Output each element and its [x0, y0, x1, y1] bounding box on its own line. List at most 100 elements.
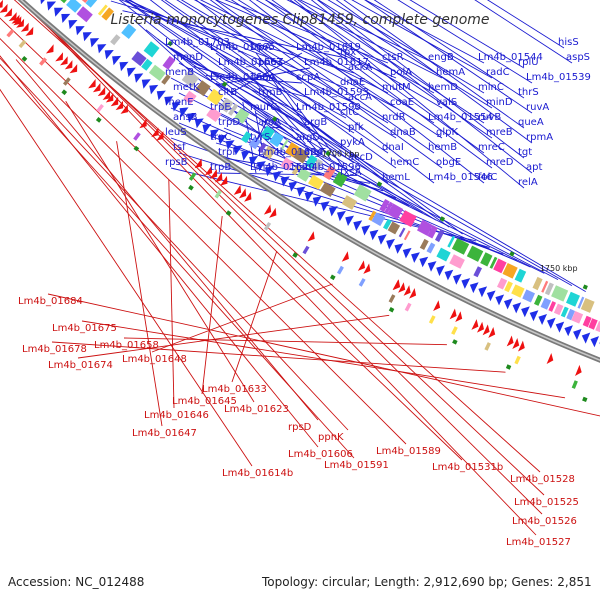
rna-gene-mark: [505, 364, 512, 370]
reverse-gene-arrow: [341, 251, 349, 262]
reverse-gene-arrow: [204, 165, 213, 176]
cog-track-inner-block: [291, 164, 301, 176]
cog-track-outer-block: [580, 298, 595, 313]
reverse-gene-arrow: [60, 56, 68, 66]
cog-track-inner-block: [387, 221, 401, 235]
plus-strand-gene-label: hisS: [558, 37, 579, 48]
cog-track-inner-block: [419, 238, 429, 250]
plus-strand-gene-label: tyrS: [250, 132, 270, 143]
cog-track-inner-block: [511, 284, 525, 298]
plus-strand-gene-label: rpmA: [526, 132, 553, 143]
reverse-gene-arrow: [4, 8, 13, 17]
reverse-gene-arrow: [139, 118, 147, 129]
plus-label-leader: [271, 0, 485, 154]
plus-label-leader: [124, 0, 355, 164]
forward-gene-arrow: [202, 123, 212, 134]
forward-gene-arrow: [141, 79, 151, 89]
plus-label-leader: [265, 0, 493, 169]
forward-gene-arrow: [394, 243, 404, 254]
cog-track-outer-block: [285, 142, 300, 158]
forward-gene-arrow: [264, 166, 274, 177]
cog-track-inner-block: [588, 318, 598, 330]
plus-strand-gene-label: valS: [436, 97, 457, 108]
reverse-gene-arrow: [220, 175, 228, 186]
plus-strand-gene-label: hemD: [428, 82, 458, 93]
cog-track-outer-block: [489, 256, 498, 269]
cog-track-outer-block: [181, 70, 200, 88]
plus-strand-gene-label: trpD: [218, 117, 240, 128]
forward-gene-arrow: [402, 247, 412, 259]
reverse-cog-block: [214, 189, 222, 199]
cog-track-outer-block: [260, 125, 275, 142]
minus-strand-gene-label: Lm4b_01528: [510, 474, 575, 485]
reverse-gene-arrow: [244, 191, 252, 202]
plus-strand-gene-label: minC: [478, 82, 504, 93]
cog-track-outer-block: [502, 263, 518, 279]
plus-label-leader: [364, 0, 485, 64]
reverse-cog-block: [263, 222, 272, 231]
plus-strand-gene-label: rpsB: [165, 157, 188, 168]
minus-strand-gene-label: Lm4b_01623: [224, 404, 289, 415]
plus-label-leader: [193, 0, 397, 109]
plus-strand-gene-label: Lm4b_01596: [296, 162, 361, 173]
plus-strand-gene-label: mreB: [486, 127, 513, 138]
cog-track-inner-block: [241, 131, 252, 144]
plus-strand-gene-label: radC: [486, 67, 510, 78]
plus-strand-gene-label: trmB: [258, 87, 283, 98]
forward-gene-arrow: [119, 61, 129, 72]
cog-track-inner-block: [371, 212, 386, 227]
plus-strand-gene-label: mreD: [486, 157, 514, 168]
minus-label-leader: [77, 314, 390, 359]
reverse-gene-arrow: [455, 311, 463, 322]
reverse-cog-block: [63, 77, 71, 86]
plus-strand-gene-label: polA: [390, 67, 412, 78]
plus-label-leader: [335, 0, 533, 144]
minus-strand-gene-label: Lm4b_01684: [18, 296, 83, 307]
reverse-gene-arrow: [403, 285, 411, 296]
cog-track-outer-block: [384, 201, 393, 214]
forward-gene-arrow: [529, 310, 539, 322]
plus-strand-gene-label: argB: [304, 117, 327, 128]
rna-gene-mark: [225, 210, 232, 216]
plus-strand-gene-label: minD: [486, 97, 513, 108]
plus-strand-gene-label: argD: [296, 132, 320, 143]
reverse-gene-arrow: [97, 86, 106, 97]
forward-gene-arrow: [149, 84, 159, 95]
cog-track-inner-block: [262, 145, 276, 159]
genome-backbone-highlight: [20, 0, 600, 361]
forward-gene-arrow: [581, 332, 591, 344]
forward-gene-arrow: [257, 161, 266, 172]
plus-label-leader: [215, 82, 437, 221]
plus-strand-gene-label: folC: [478, 172, 497, 183]
forward-gene-arrow: [337, 210, 346, 222]
plus-strand-gene-label: leuS: [165, 127, 187, 138]
reverse-gene-arrow: [357, 260, 365, 271]
plus-label-leader: [317, 0, 493, 109]
minus-strand-gene-label: Lm4b_01633: [202, 384, 267, 395]
forward-gene-arrow: [547, 317, 556, 329]
cog-track-outer-block: [435, 229, 445, 243]
cog-track-inner-block: [426, 242, 436, 254]
forward-gene-arrow: [304, 191, 314, 202]
reverse-gene-arrow: [363, 263, 371, 274]
forward-gene-arrow: [521, 306, 530, 318]
cog-track-inner-block: [582, 315, 592, 328]
cog-track-outer-block: [577, 296, 585, 309]
rna-gene-mark: [21, 56, 28, 62]
reverse-cog-block: [571, 380, 578, 389]
minus-strand-gene-label: Lm4b_01674: [48, 360, 113, 371]
forward-gene-arrow: [134, 73, 144, 83]
forward-gene-arrow: [90, 38, 100, 48]
plus-label-leader: [351, 0, 493, 79]
cog-track-inner-block: [548, 301, 556, 312]
reverse-gene-arrow: [110, 96, 119, 107]
minus-strand-gene-label: Lm4b_01658: [94, 340, 159, 351]
forward-gene-arrow: [187, 112, 197, 123]
plus-strand-gene-label: Lm4b_01620: [250, 162, 315, 173]
plus-strand-gene-label: aspS: [566, 52, 590, 63]
plus-strand-gene-label: accD: [348, 152, 373, 163]
minus-strand-gene-label: Lm4b_01591: [324, 460, 389, 471]
cog-track-outer-block: [417, 219, 433, 236]
cog-track-inner-block: [436, 247, 451, 262]
cog-track-outer-block: [195, 80, 211, 97]
